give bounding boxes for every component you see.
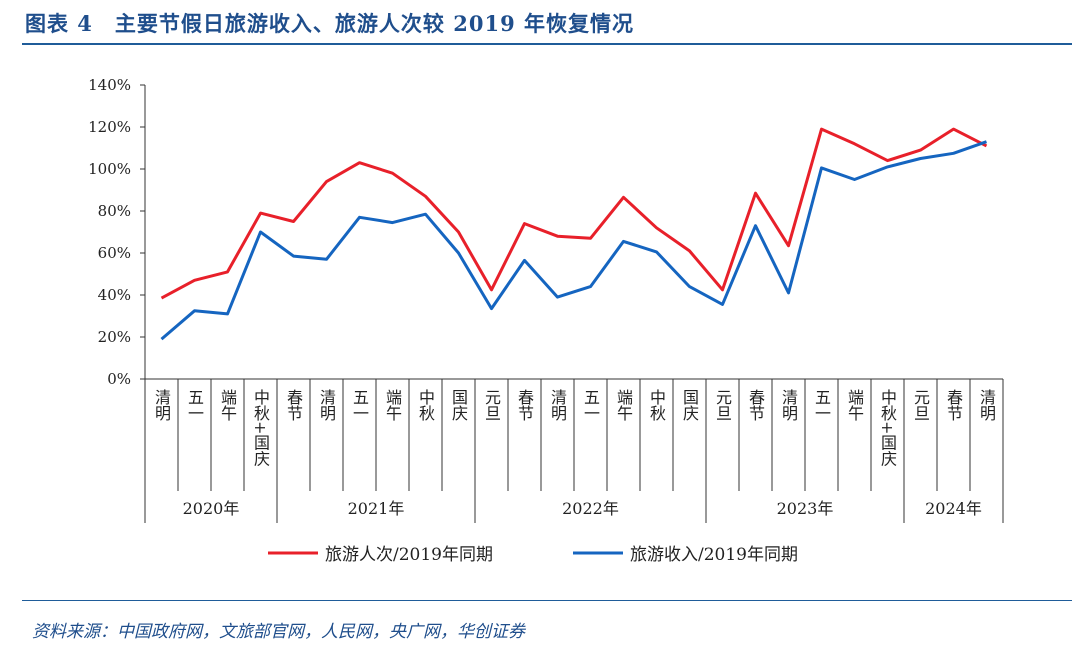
x-tick-label: 端午 (218, 389, 237, 421)
y-tick-label: 80% (98, 202, 131, 220)
x-tick-label: 中秋+国庆 (878, 389, 897, 466)
x-tick-label: 中秋 (416, 389, 435, 421)
x-tick-label: 元旦 (482, 389, 501, 421)
x-tick-label: 春节 (515, 389, 534, 421)
x-tick-label: 五一 (812, 389, 831, 421)
x-tick-label: 元旦 (911, 389, 930, 421)
x-tick-label: 春节 (746, 389, 765, 421)
x-tick-label: 清明 (779, 389, 798, 422)
y-tick-label: 0% (107, 370, 131, 388)
legend-label: 旅游人次/2019年同期 (325, 545, 493, 565)
y-tick-label: 60% (98, 244, 131, 262)
x-tick-label: 端午 (383, 389, 402, 421)
line-chart: 0%20%40%60%80%100%120%140% 清明 五一 端午 中秋+国庆 春节… (88, 76, 1004, 565)
series-line (160, 140, 987, 341)
x-axis: 清明 五一 端午 中秋+国庆 春节 清明 五一 端午 中秋 国庆 元旦 春节 清明 五一 端午 中秋 国庆 元旦春… (144, 378, 1004, 523)
series-layer (160, 127, 988, 341)
y-tick-label: 140% (88, 76, 131, 94)
y-tick-label: 100% (88, 160, 131, 178)
source-note: 资料来源：中国政府网，文旅部官网，人民网，央广网，华创证券 (32, 622, 525, 642)
x-tick-label: 清明 (548, 389, 567, 422)
x-tick-label: 五一 (185, 389, 204, 421)
x-tick-label: 清明 (977, 389, 996, 422)
year-label: 2021年 (348, 499, 405, 518)
x-tick-label: 五一 (350, 389, 369, 421)
x-tick-label: 中秋+国庆 (251, 389, 270, 466)
title-divider (22, 43, 1072, 45)
x-tick-label: 端午 (845, 389, 864, 421)
x-tick-label: 春节 (944, 389, 963, 421)
y-tick-label: 40% (98, 286, 131, 304)
source-divider (22, 600, 1072, 601)
y-tick-label: 20% (98, 328, 131, 346)
x-tick-label: 端午 (614, 389, 633, 421)
year-label: 2020年 (183, 499, 240, 518)
figure-title: 图表 4 主要节假日旅游收入、旅游人次较 2019 年恢复情况 (25, 11, 634, 36)
x-tick-label: 清明 (317, 389, 336, 422)
x-tick-label: 春节 (284, 389, 303, 421)
legend-label: 旅游收入/2019年同期 (630, 545, 798, 565)
year-label: 2022年 (562, 499, 619, 518)
x-tick-label: 清明 (152, 389, 171, 422)
x-tick-label: 元旦 (713, 389, 732, 421)
x-tick-label: 国庆 (680, 389, 699, 421)
legend: 旅游人次/2019年同期 旅游收入/2019年同期 (268, 545, 798, 565)
x-tick-label: 国庆 (449, 389, 468, 421)
x-tick-label: 中秋 (647, 389, 666, 421)
y-axis: 0% 20% 40% 60% 80% 100% 120% 140% (88, 76, 146, 388)
y-tick-label: 120% (88, 118, 131, 136)
year-label: 2023年 (777, 499, 834, 518)
x-tick-label: 五一 (581, 389, 600, 421)
series-line (160, 127, 988, 300)
year-label: 2024年 (925, 499, 982, 518)
